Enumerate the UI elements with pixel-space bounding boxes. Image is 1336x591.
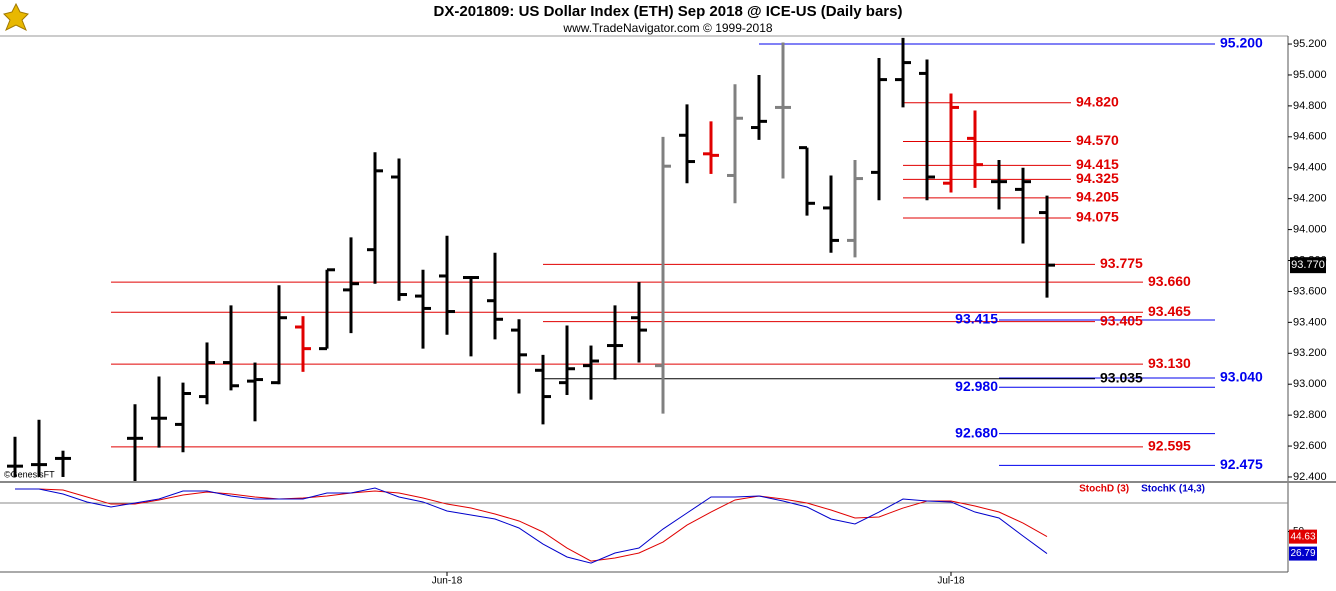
y-tick-label: 92.600 bbox=[1293, 440, 1327, 452]
level-label: 92.595 bbox=[1148, 438, 1191, 454]
level-label: 93.465 bbox=[1148, 303, 1191, 319]
watermark: ©GenesisFT bbox=[4, 469, 55, 479]
level-label: 92.680 bbox=[955, 424, 998, 440]
level-label: 92.475 bbox=[1220, 456, 1263, 472]
level-label: 92.980 bbox=[955, 378, 998, 394]
level-label: 93.660 bbox=[1148, 273, 1191, 289]
value-label: 44.63 bbox=[1290, 531, 1315, 542]
x-tick-label: Jun-18 bbox=[432, 576, 463, 587]
overlay: 95.200 95.000 94.800 94.600 94.400 94.200 94.0… bbox=[432, 35, 1327, 587]
y-tick-label: 94.200 bbox=[1293, 193, 1327, 205]
logo-shape bbox=[3, 2, 29, 32]
stoch-line bbox=[15, 487, 1048, 564]
chart-subtitle: www.TradeNavigator.com © 1999-2018 bbox=[562, 21, 772, 35]
x-tick-label: Jul-18 bbox=[937, 576, 965, 587]
value-label: 26.79 bbox=[1290, 548, 1315, 559]
y-tick-label: 92.400 bbox=[1293, 471, 1327, 483]
value-box bbox=[1289, 529, 1317, 544]
legend-entry: StochD (3) bbox=[1079, 484, 1129, 495]
logo bbox=[3, 2, 29, 32]
level-label: 93.035 bbox=[1100, 369, 1143, 385]
y-tick-label: 94.000 bbox=[1293, 223, 1327, 235]
level-label: 93.405 bbox=[1100, 312, 1143, 328]
y-tick-label: 92.800 bbox=[1293, 409, 1327, 421]
chart-title: DX-201809: US Dollar Index (ETH) Sep 201… bbox=[434, 3, 903, 20]
level-label: 95.200 bbox=[1220, 35, 1263, 51]
y-tick-label: 93.400 bbox=[1293, 316, 1327, 328]
level-label: 93.040 bbox=[1220, 369, 1263, 385]
level-label: 93.415 bbox=[955, 311, 998, 327]
y-tick-label: 95.000 bbox=[1293, 69, 1327, 81]
y-tick-label: 93.600 bbox=[1293, 285, 1327, 297]
level-label: 94.325 bbox=[1076, 170, 1119, 186]
last-price-label: 93.770 bbox=[1291, 259, 1325, 271]
level-label: 94.415 bbox=[1076, 156, 1119, 172]
level-label: 94.075 bbox=[1076, 209, 1119, 225]
y-tick-label: 95.200 bbox=[1293, 38, 1327, 50]
legend-entry: StochK (14,3) bbox=[1141, 484, 1205, 495]
last-price-box bbox=[1290, 257, 1326, 274]
y-tick-label: 93.200 bbox=[1293, 347, 1327, 359]
y-tick-label: 94.600 bbox=[1293, 131, 1327, 143]
y-tick-label: 94.800 bbox=[1293, 100, 1327, 112]
level-label: 93.130 bbox=[1148, 355, 1191, 371]
level-label: 93.775 bbox=[1100, 255, 1143, 271]
stoch-line bbox=[15, 488, 1048, 562]
level-label: 94.820 bbox=[1076, 93, 1119, 109]
price-plot bbox=[7, 37, 1215, 481]
stoch-plot bbox=[0, 487, 1288, 564]
value-box bbox=[1289, 546, 1317, 561]
level-label: 94.205 bbox=[1076, 189, 1119, 205]
y-tick-label: 93.000 bbox=[1293, 378, 1327, 390]
y-tick-label: 94.400 bbox=[1293, 162, 1327, 174]
level-label: 94.570 bbox=[1076, 132, 1119, 148]
